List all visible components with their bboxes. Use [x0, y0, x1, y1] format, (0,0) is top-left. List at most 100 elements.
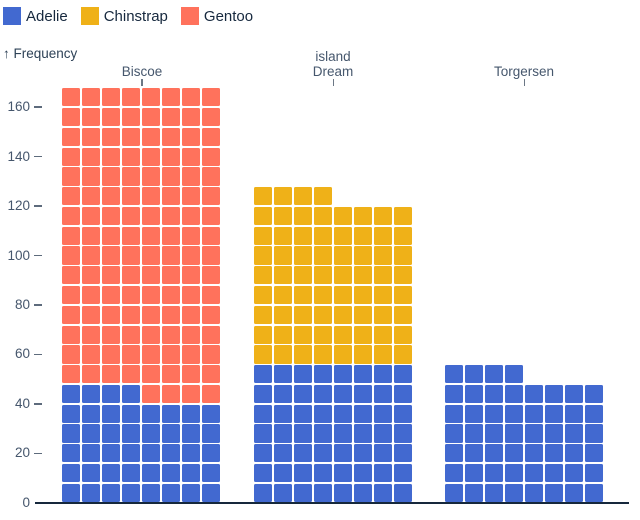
waffle-cell — [181, 483, 201, 502]
waffle-cell — [393, 444, 413, 463]
waffle-cell — [161, 345, 181, 364]
waffle-cell — [121, 345, 141, 364]
legend-item-gentoo: Gentoo — [180, 7, 253, 25]
waffle-cell — [373, 444, 393, 463]
waffle-cell — [564, 444, 584, 463]
waffle-cell — [393, 305, 413, 324]
y-tick-label: 40 — [14, 395, 30, 411]
facet-axis-title: island — [315, 49, 351, 64]
waffle-cell — [504, 404, 524, 423]
waffle-cell — [253, 464, 273, 483]
waffle-cell — [201, 325, 221, 344]
waffle-cell — [181, 424, 201, 443]
waffle-cell — [201, 365, 221, 384]
waffle-cell — [81, 483, 101, 502]
waffle-cell — [253, 187, 273, 206]
waffle-cell — [121, 464, 141, 483]
waffle-cell — [504, 483, 524, 502]
y-tick-label: 120 — [7, 198, 30, 214]
waffle-cell — [524, 384, 544, 404]
waffle-cell — [313, 483, 333, 502]
waffle-cell — [161, 88, 181, 107]
waffle-cell — [484, 365, 504, 384]
y-tick-mark-icon — [34, 106, 42, 108]
waffle-cell — [141, 88, 161, 107]
waffle-cell — [524, 464, 544, 483]
waffle-cell — [253, 483, 273, 502]
chinstrap-swatch-icon — [80, 7, 99, 25]
waffle-cell — [373, 206, 393, 226]
waffle-cell — [101, 206, 121, 226]
waffle-cell — [484, 464, 504, 483]
waffle-cell — [353, 266, 373, 285]
waffle-cell — [393, 325, 413, 344]
waffle-cell — [141, 167, 161, 186]
waffle-cell — [141, 345, 161, 364]
waffle-cell — [161, 325, 181, 344]
waffle-cell — [293, 226, 313, 245]
waffle-cell — [464, 384, 484, 404]
waffle-cell — [181, 167, 201, 186]
waffle-cell — [141, 266, 161, 285]
waffle-cell — [121, 365, 141, 384]
waffle-cell — [293, 365, 313, 384]
waffle-cell — [564, 464, 584, 483]
waffle-cell — [584, 464, 604, 483]
waffle-cell — [61, 147, 81, 166]
waffle-cell — [121, 444, 141, 463]
waffle-cell — [61, 266, 81, 285]
waffle-cell — [61, 424, 81, 443]
waffle-cell — [101, 305, 121, 324]
waffle-cell — [201, 286, 221, 305]
waffle-cell — [444, 384, 464, 404]
waffle-cell — [353, 345, 373, 364]
waffle-cell — [81, 404, 101, 423]
y-tick-label: 60 — [14, 346, 30, 362]
waffle-cell — [141, 365, 161, 384]
waffle-cell — [313, 286, 333, 305]
waffle-cell — [524, 404, 544, 423]
waffle-cell — [333, 325, 353, 344]
waffle-cell — [161, 147, 181, 166]
waffle-cell — [373, 305, 393, 324]
y-tick-mark-icon — [34, 304, 42, 306]
waffle-cell — [273, 226, 293, 245]
waffle-cell — [313, 266, 333, 285]
waffle-cell — [121, 127, 141, 146]
waffle-cell — [464, 464, 484, 483]
y-tick-label: 20 — [14, 445, 30, 461]
waffle-cell — [201, 305, 221, 324]
waffle-cell — [524, 424, 544, 443]
waffle-cell — [161, 226, 181, 245]
waffle-cell — [373, 325, 393, 344]
waffle-cell — [393, 365, 413, 384]
waffle-cell — [393, 266, 413, 285]
waffle-cell — [293, 483, 313, 502]
waffle-cell — [393, 483, 413, 502]
waffle-cell — [161, 108, 181, 127]
waffle-cell — [373, 286, 393, 305]
y-tick-label: 0 — [22, 494, 30, 510]
waffle-cell — [61, 127, 81, 146]
waffle-cell — [393, 286, 413, 305]
waffle-cell — [524, 444, 544, 463]
waffle-cell — [313, 206, 333, 226]
waffle-cell — [101, 226, 121, 245]
waffle-cell — [353, 286, 373, 305]
y-tick-label: 140 — [7, 148, 30, 164]
waffle-cell — [313, 305, 333, 324]
waffle-cell — [201, 444, 221, 463]
waffle-cell — [464, 404, 484, 423]
waffle-cell — [201, 88, 221, 107]
waffle-cell — [201, 147, 221, 166]
waffle-cell — [161, 127, 181, 146]
waffle-cell — [161, 483, 181, 502]
waffle-cell — [121, 305, 141, 324]
waffle-cell — [464, 424, 484, 443]
waffle-cell — [161, 365, 181, 384]
waffle-cell — [81, 108, 101, 127]
waffle-cell — [121, 325, 141, 344]
waffle-cell — [373, 266, 393, 285]
waffle-cell — [141, 127, 161, 146]
waffle-cell — [333, 246, 353, 265]
